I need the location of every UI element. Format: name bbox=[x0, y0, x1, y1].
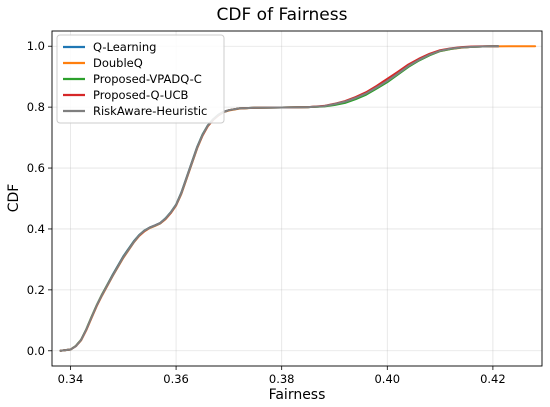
y-tick-label: 0.0 bbox=[27, 344, 45, 358]
legend-label: RiskAware-Heuristic bbox=[93, 104, 207, 118]
x-tick-label: 0.36 bbox=[163, 372, 189, 386]
legend-label: DoubleQ bbox=[93, 56, 143, 70]
x-tick-label: 0.38 bbox=[269, 372, 295, 386]
chart-title: CDF of Fairness bbox=[217, 5, 348, 25]
x-tick-label: 0.40 bbox=[374, 372, 400, 386]
y-axis-label: CDF bbox=[6, 184, 22, 213]
x-axis-label: Fairness bbox=[269, 387, 326, 403]
legend-label: Proposed-VPADQ-C bbox=[93, 72, 202, 86]
y-tick-label: 0.8 bbox=[27, 100, 45, 114]
axis-ticks: 0.34 0.36 0.38 0.40 0.42 0.0 0.2 0.4 0.6 0.8 1.0 bbox=[27, 39, 506, 386]
x-tick-label: 0.34 bbox=[58, 372, 84, 386]
y-tick-label: 1.0 bbox=[27, 39, 45, 53]
legend-box bbox=[56, 34, 225, 124]
legend-label: Q-Learning bbox=[93, 40, 156, 54]
y-tick-label: 0.4 bbox=[27, 222, 45, 236]
y-tick-label: 0.6 bbox=[27, 161, 45, 175]
x-tick-label: 0.42 bbox=[480, 372, 506, 386]
legend: Q-Learning DoubleQ Proposed-VPADQ-C Propose… bbox=[56, 34, 225, 124]
y-tick-label: 0.2 bbox=[27, 283, 45, 297]
plot-area-frame bbox=[51, 30, 543, 367]
legend-label: Proposed-Q-UCB bbox=[93, 88, 188, 102]
